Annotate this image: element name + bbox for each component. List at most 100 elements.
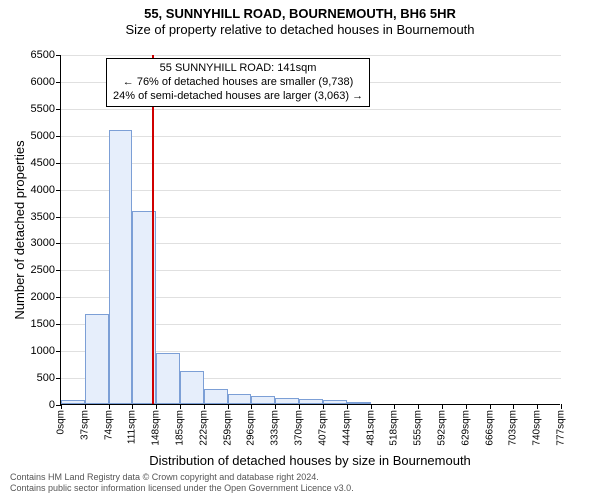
x-tick-label: 592sqm — [436, 410, 447, 446]
x-tick — [347, 404, 348, 409]
y-tick-label: 0 — [49, 399, 55, 411]
x-tick — [156, 404, 157, 409]
y-tick-label: 6000 — [31, 76, 55, 88]
x-tick — [180, 404, 181, 409]
x-tick-label: 111sqm — [127, 410, 138, 444]
x-tick — [299, 404, 300, 409]
histogram-bar — [109, 130, 133, 404]
x-tick — [371, 404, 372, 409]
gridline — [61, 55, 561, 56]
attribution-footer: Contains HM Land Registry data © Crown c… — [10, 472, 354, 494]
x-tick — [466, 404, 467, 409]
x-tick — [204, 404, 205, 409]
histogram-bar — [299, 399, 323, 404]
x-tick — [275, 404, 276, 409]
x-tick — [490, 404, 491, 409]
histogram-bar — [204, 389, 228, 404]
y-tick — [56, 378, 61, 379]
histogram-bar — [156, 353, 180, 404]
chart-title-block: 55, SUNNYHILL ROAD, BOURNEMOUTH, BH6 5HR… — [0, 0, 600, 39]
y-tick — [56, 270, 61, 271]
x-tick-label: 777sqm — [556, 410, 567, 446]
x-tick-label: 370sqm — [294, 410, 305, 446]
histogram-bar — [180, 371, 204, 404]
x-tick-label: 666sqm — [484, 410, 495, 446]
y-tick-label: 4000 — [31, 184, 55, 196]
x-tick-label: 703sqm — [508, 410, 519, 446]
x-tick — [418, 404, 419, 409]
histogram-bar — [323, 400, 347, 404]
x-tick — [251, 404, 252, 409]
y-tick-label: 6500 — [31, 49, 55, 61]
y-tick-label: 500 — [37, 372, 55, 384]
x-tick-label: 148sqm — [151, 410, 162, 446]
callout-line2: ← 76% of detached houses are smaller (9,… — [113, 76, 363, 90]
y-tick-label: 1500 — [31, 318, 55, 330]
y-tick — [56, 163, 61, 164]
y-tick-label: 2500 — [31, 264, 55, 276]
y-tick-label: 3500 — [31, 211, 55, 223]
gridline — [61, 136, 561, 137]
reference-line — [152, 55, 154, 404]
y-tick — [56, 297, 61, 298]
footer-line2: Contains public sector information licen… — [10, 483, 354, 494]
x-axis-label: Distribution of detached houses by size … — [60, 453, 560, 468]
x-tick-label: 296sqm — [246, 410, 257, 446]
x-tick-label: 740sqm — [532, 410, 543, 446]
x-tick-label: 333sqm — [270, 410, 281, 446]
x-tick — [132, 404, 133, 409]
y-tick-label: 2000 — [31, 291, 55, 303]
y-tick — [56, 55, 61, 56]
x-tick — [394, 404, 395, 409]
x-tick — [61, 404, 62, 409]
gridline — [61, 163, 561, 164]
x-tick — [561, 404, 562, 409]
y-tick — [56, 324, 61, 325]
y-tick-label: 5500 — [31, 103, 55, 115]
x-tick — [323, 404, 324, 409]
callout-box: 55 SUNNYHILL ROAD: 141sqm← 76% of detach… — [106, 58, 370, 107]
x-tick-label: 74sqm — [103, 410, 114, 440]
y-tick — [56, 351, 61, 352]
gridline — [61, 190, 561, 191]
y-tick-label: 5000 — [31, 130, 55, 142]
x-tick — [85, 404, 86, 409]
x-tick — [228, 404, 229, 409]
x-tick-label: 481sqm — [365, 410, 376, 446]
y-tick-label: 3000 — [31, 237, 55, 249]
x-tick — [109, 404, 110, 409]
histogram-bar — [275, 398, 299, 404]
chart-area: Number of detached properties 0500100015… — [60, 55, 560, 405]
x-tick-label: 0sqm — [56, 410, 67, 434]
y-tick — [56, 82, 61, 83]
y-tick — [56, 190, 61, 191]
y-tick — [56, 217, 61, 218]
x-tick — [513, 404, 514, 409]
x-tick-label: 518sqm — [389, 410, 400, 446]
histogram-bar — [228, 394, 252, 404]
y-tick — [56, 243, 61, 244]
y-tick — [56, 136, 61, 137]
x-tick-label: 222sqm — [198, 410, 209, 446]
histogram-bar — [347, 402, 371, 404]
chart-title-line1: 55, SUNNYHILL ROAD, BOURNEMOUTH, BH6 5HR — [0, 6, 600, 22]
callout-line1: 55 SUNNYHILL ROAD: 141sqm — [113, 62, 363, 76]
chart-title-line2: Size of property relative to detached ho… — [0, 22, 600, 38]
x-tick-label: 259sqm — [222, 410, 233, 446]
x-tick-label: 407sqm — [317, 410, 328, 446]
y-tick-label: 4500 — [31, 157, 55, 169]
histogram-bar — [61, 400, 85, 404]
x-tick-label: 185sqm — [175, 410, 186, 446]
y-tick — [56, 109, 61, 110]
plot-region: 0500100015002000250030003500400045005000… — [60, 55, 560, 405]
callout-line3: 24% of semi-detached houses are larger (… — [113, 90, 363, 104]
x-tick-label: 37sqm — [79, 410, 90, 440]
x-tick-label: 555sqm — [413, 410, 424, 446]
x-tick-label: 629sqm — [460, 410, 471, 446]
x-tick-label: 444sqm — [341, 410, 352, 446]
footer-line1: Contains HM Land Registry data © Crown c… — [10, 472, 354, 483]
x-tick — [537, 404, 538, 409]
histogram-bar — [251, 396, 275, 404]
histogram-bar — [85, 314, 109, 404]
x-tick — [442, 404, 443, 409]
